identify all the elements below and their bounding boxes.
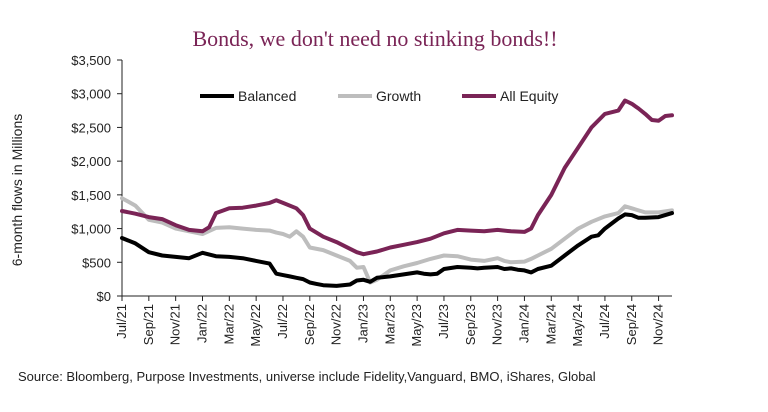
source-note: Source: Bloomberg, Purpose Investments, … [18,369,596,384]
y-tick-label: $0 [97,289,111,304]
x-tick-label: Sep/21 [141,304,156,345]
y-tick-label: $500 [82,255,111,270]
x-axis: Jul/21 Sep/21 Nov/21 Jan/22 Mar/22 May/22 Jul/… [114,295,672,347]
x-tick-label: Jan/24 [516,304,531,343]
y-tick-label: $2,000 [71,154,111,169]
x-tick-label: Mar/22 [221,304,236,344]
x-tick-label: Nov/24 [651,304,666,345]
y-axis: $0 $500 $1,000 $1,500 $2,000 $2,500 $3,000 $3,5… [71,53,123,304]
x-tick-label: Jul/24 [597,304,612,339]
x-tick-label: Sep/23 [463,304,478,345]
legend-label: Growth [376,88,421,104]
plot-lines [120,98,674,288]
x-tick-label: Jan/22 [194,304,209,343]
y-axis-label: 6-month flows in Millions [9,114,25,267]
series-line-balanced [120,211,674,288]
y-tick-label: $3,500 [71,53,111,68]
x-tick-label: Mar/23 [382,304,397,344]
x-tick-label: May/23 [409,304,424,347]
x-tick-label: Jan/23 [355,304,370,343]
series-line-all-equity [120,98,674,257]
x-tick-label: May/22 [248,304,263,347]
y-tick-label: $1,500 [71,188,111,203]
x-tick-label: Jul/22 [275,304,290,339]
y-tick-label: $2,500 [71,120,111,135]
y-tick-label: $3,000 [71,87,111,102]
x-tick-label: Nov/23 [490,304,505,345]
x-tick-label: Nov/21 [168,304,183,345]
x-tick-label: Jul/23 [436,304,451,339]
x-tick-label: Sep/24 [624,304,639,345]
chart-title: Bonds, we don't need no stinking bonds!! [192,26,557,51]
legend-label: All Equity [500,88,558,104]
y-tick-label: $1,000 [71,222,111,237]
legend: Balanced Growth All Equity [200,88,558,104]
x-tick-label: Nov/22 [329,304,344,345]
x-tick-label: Sep/22 [302,304,317,345]
x-tick-label: Jul/21 [114,304,129,339]
x-tick-label: Mar/24 [543,304,558,344]
x-tick-label: May/24 [570,304,585,347]
legend-label: Balanced [238,88,296,104]
